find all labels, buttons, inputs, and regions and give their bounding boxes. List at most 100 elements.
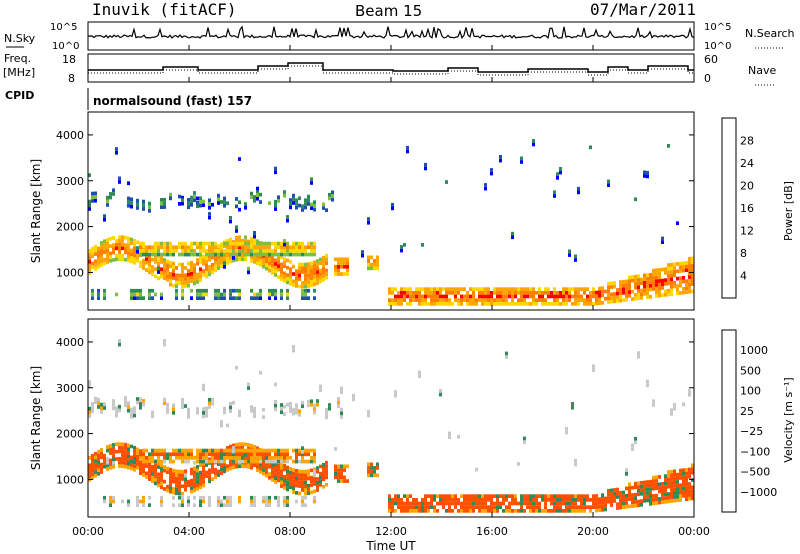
heatmap-cell [646, 383, 649, 388]
heatmap-cell [307, 491, 310, 495]
heatmap-cell [469, 509, 472, 513]
heatmap-cell [112, 446, 115, 451]
heatmap-cell [151, 249, 154, 253]
heatmap-cell [190, 195, 193, 200]
heatmap-cell [124, 396, 127, 400]
heatmap-cell [127, 408, 130, 413]
heatmap-cell [166, 241, 169, 246]
heatmap-cell [628, 282, 631, 287]
heatmap-cell [217, 193, 220, 198]
heatmap-cell [325, 408, 328, 412]
heatmap-cell [388, 302, 391, 306]
heatmap-cell [682, 468, 685, 472]
heatmap-cell [238, 207, 241, 212]
heatmap-cell [499, 302, 502, 306]
heatmap-cell [430, 501, 433, 506]
heatmap-cell [658, 286, 661, 291]
heatmap-cell [106, 241, 109, 246]
heatmap-cell [538, 287, 541, 291]
heatmap-cell [505, 291, 508, 295]
heatmap-cell [607, 281, 610, 286]
heatmap-cell [247, 252, 250, 257]
heatmap-cell [388, 298, 391, 302]
heatmap-cell [691, 489, 694, 493]
heatmap-cell [301, 281, 304, 285]
heatmap-cell [172, 495, 175, 500]
heatmap-cell [466, 294, 469, 299]
heatmap-cell [154, 245, 157, 250]
heatmap-cell [130, 296, 133, 300]
heatmap-cell [289, 470, 292, 475]
heatmap-cell [565, 498, 568, 502]
heatmap-cell [376, 266, 379, 271]
heatmap-cell [475, 501, 478, 506]
heatmap-cell [508, 291, 511, 295]
heatmap-cell [175, 487, 178, 492]
heatmap-cell [295, 198, 298, 203]
heatmap-cell [169, 279, 172, 283]
heatmap-cell [463, 494, 466, 498]
heatmap-cell [151, 288, 154, 293]
heatmap-cell [445, 501, 448, 506]
heatmap-cell [163, 249, 166, 253]
heatmap-cell [220, 459, 223, 464]
heatmap-cell [421, 509, 424, 513]
heatmap-cell [412, 509, 415, 513]
heatmap-cell [91, 475, 94, 480]
heatmap-cell [163, 459, 166, 464]
heatmap-cell [310, 268, 313, 273]
heatmap-cell [307, 476, 310, 481]
heatmap-cell [658, 500, 661, 505]
heatmap-cell [295, 491, 298, 495]
heatmap-cell [91, 402, 94, 406]
heatmap-cell [268, 464, 271, 469]
heatmap-cell [184, 480, 187, 485]
heatmap-cell [217, 456, 220, 460]
heatmap-cell [169, 482, 172, 487]
heatmap-cell [265, 252, 268, 257]
heatmap-cell [691, 289, 694, 294]
heatmap-cell [202, 288, 205, 293]
heatmap-cell [457, 498, 460, 502]
heatmap-cell [94, 252, 97, 256]
heatmap-cell [277, 478, 280, 483]
heatmap-cell [118, 404, 121, 409]
heatmap-cell [133, 413, 136, 418]
heatmap-cell [256, 296, 259, 300]
y-tick-label: 1000 [56, 473, 84, 486]
heatmap-cell [616, 288, 619, 292]
heatmap-cell [187, 198, 190, 202]
heatmap-cell [115, 257, 118, 262]
heatmap-cell [184, 448, 187, 453]
heatmap-cell [547, 509, 550, 513]
heatmap-cell [652, 486, 655, 491]
heatmap-cell [142, 459, 145, 464]
heatmap-cell [166, 488, 169, 493]
heatmap-cell [613, 281, 616, 285]
heatmap-cell [286, 503, 289, 507]
heatmap-cell [574, 287, 577, 291]
heatmap-cell [685, 471, 688, 476]
heatmap-cell [160, 463, 163, 468]
y-tick-label: 3000 [56, 382, 84, 395]
heatmap-cell [484, 494, 487, 498]
heatmap-cell [301, 488, 304, 492]
heatmap-cell [463, 294, 466, 299]
heatmap-cell [133, 253, 136, 258]
heatmap-cell [388, 498, 391, 502]
heatmap-cell [595, 501, 598, 506]
heatmap-cell [262, 448, 265, 453]
heatmap-cell [268, 452, 271, 457]
heatmap-cell [181, 296, 184, 300]
heatmap-cell [169, 475, 172, 479]
heatmap-cell [280, 465, 283, 470]
heatmap-cell [538, 298, 541, 302]
heatmap-cell [187, 276, 190, 281]
heatmap-cell [286, 258, 289, 263]
x-tick-label: 04:00 [173, 525, 205, 538]
heatmap-cell [259, 200, 262, 204]
heatmap-cell [643, 480, 646, 485]
heatmap-cell [340, 407, 343, 412]
heatmap-cell [628, 497, 631, 501]
